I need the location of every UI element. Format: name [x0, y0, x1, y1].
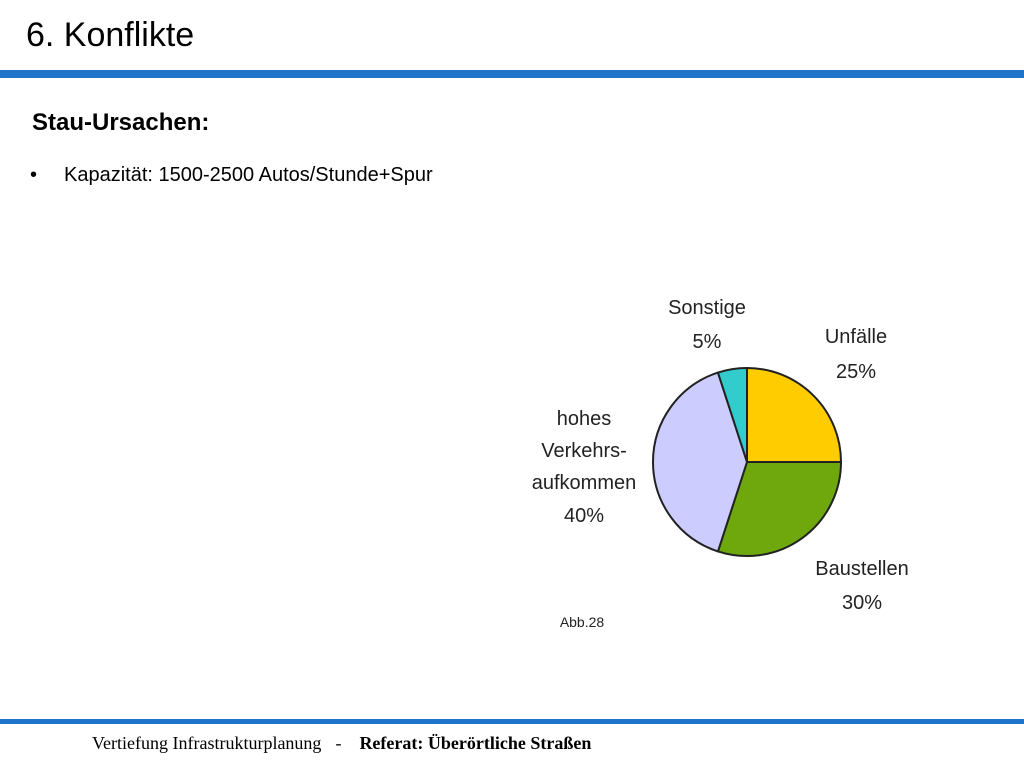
bullet-marker: • [30, 164, 38, 186]
slice-value-verkehr: 40% [564, 505, 604, 527]
slide-subtitle: Stau-Ursachen: [32, 109, 210, 136]
chart-caption: Abb.28 [560, 614, 605, 630]
pie-chart: Unfälle 25% Baustellen 30% hohes Verkehr… [532, 297, 909, 630]
footer-divider [0, 719, 1024, 724]
slice-value-unfaelle: 25% [836, 361, 876, 383]
slice-sonstige [716, 366, 748, 463]
bullet-text: Kapazität: 1500-2500 Autos/Stunde+Spur [64, 164, 433, 186]
bullet-item: • Kapazität: 1500-2500 Autos/Stunde+Spur [30, 164, 433, 187]
footer-topic: Referat: Überörtliche Straßen [359, 733, 592, 753]
slice-value-baustellen: 30% [842, 592, 882, 614]
pie-slices [652, 366, 843, 557]
slice-value-sonstige: 5% [693, 331, 722, 353]
slice-label-unfaelle: Unfälle [825, 326, 887, 348]
slice-label-verkehr-line2: Verkehrs- [541, 440, 627, 462]
slice-unfaelle [746, 366, 843, 463]
slide-title: 6. Konflikte [26, 16, 195, 54]
footer-course: Vertiefung Infrastrukturplanung [92, 733, 322, 753]
slice-label-sonstige: Sonstige [668, 297, 746, 319]
slice-verkehrsaufkommen [652, 371, 749, 553]
slice-baustellen [716, 461, 843, 557]
slice-label-baustellen: Baustellen [815, 558, 908, 580]
slice-label-verkehr-line3: aufkommen [532, 472, 637, 494]
footer: Vertiefung Infrastrukturplanung - Referat:… [92, 733, 591, 754]
footer-separator: - [335, 733, 342, 753]
slice-label-verkehr-line1: hohes [557, 408, 612, 430]
title-divider [0, 70, 1024, 78]
